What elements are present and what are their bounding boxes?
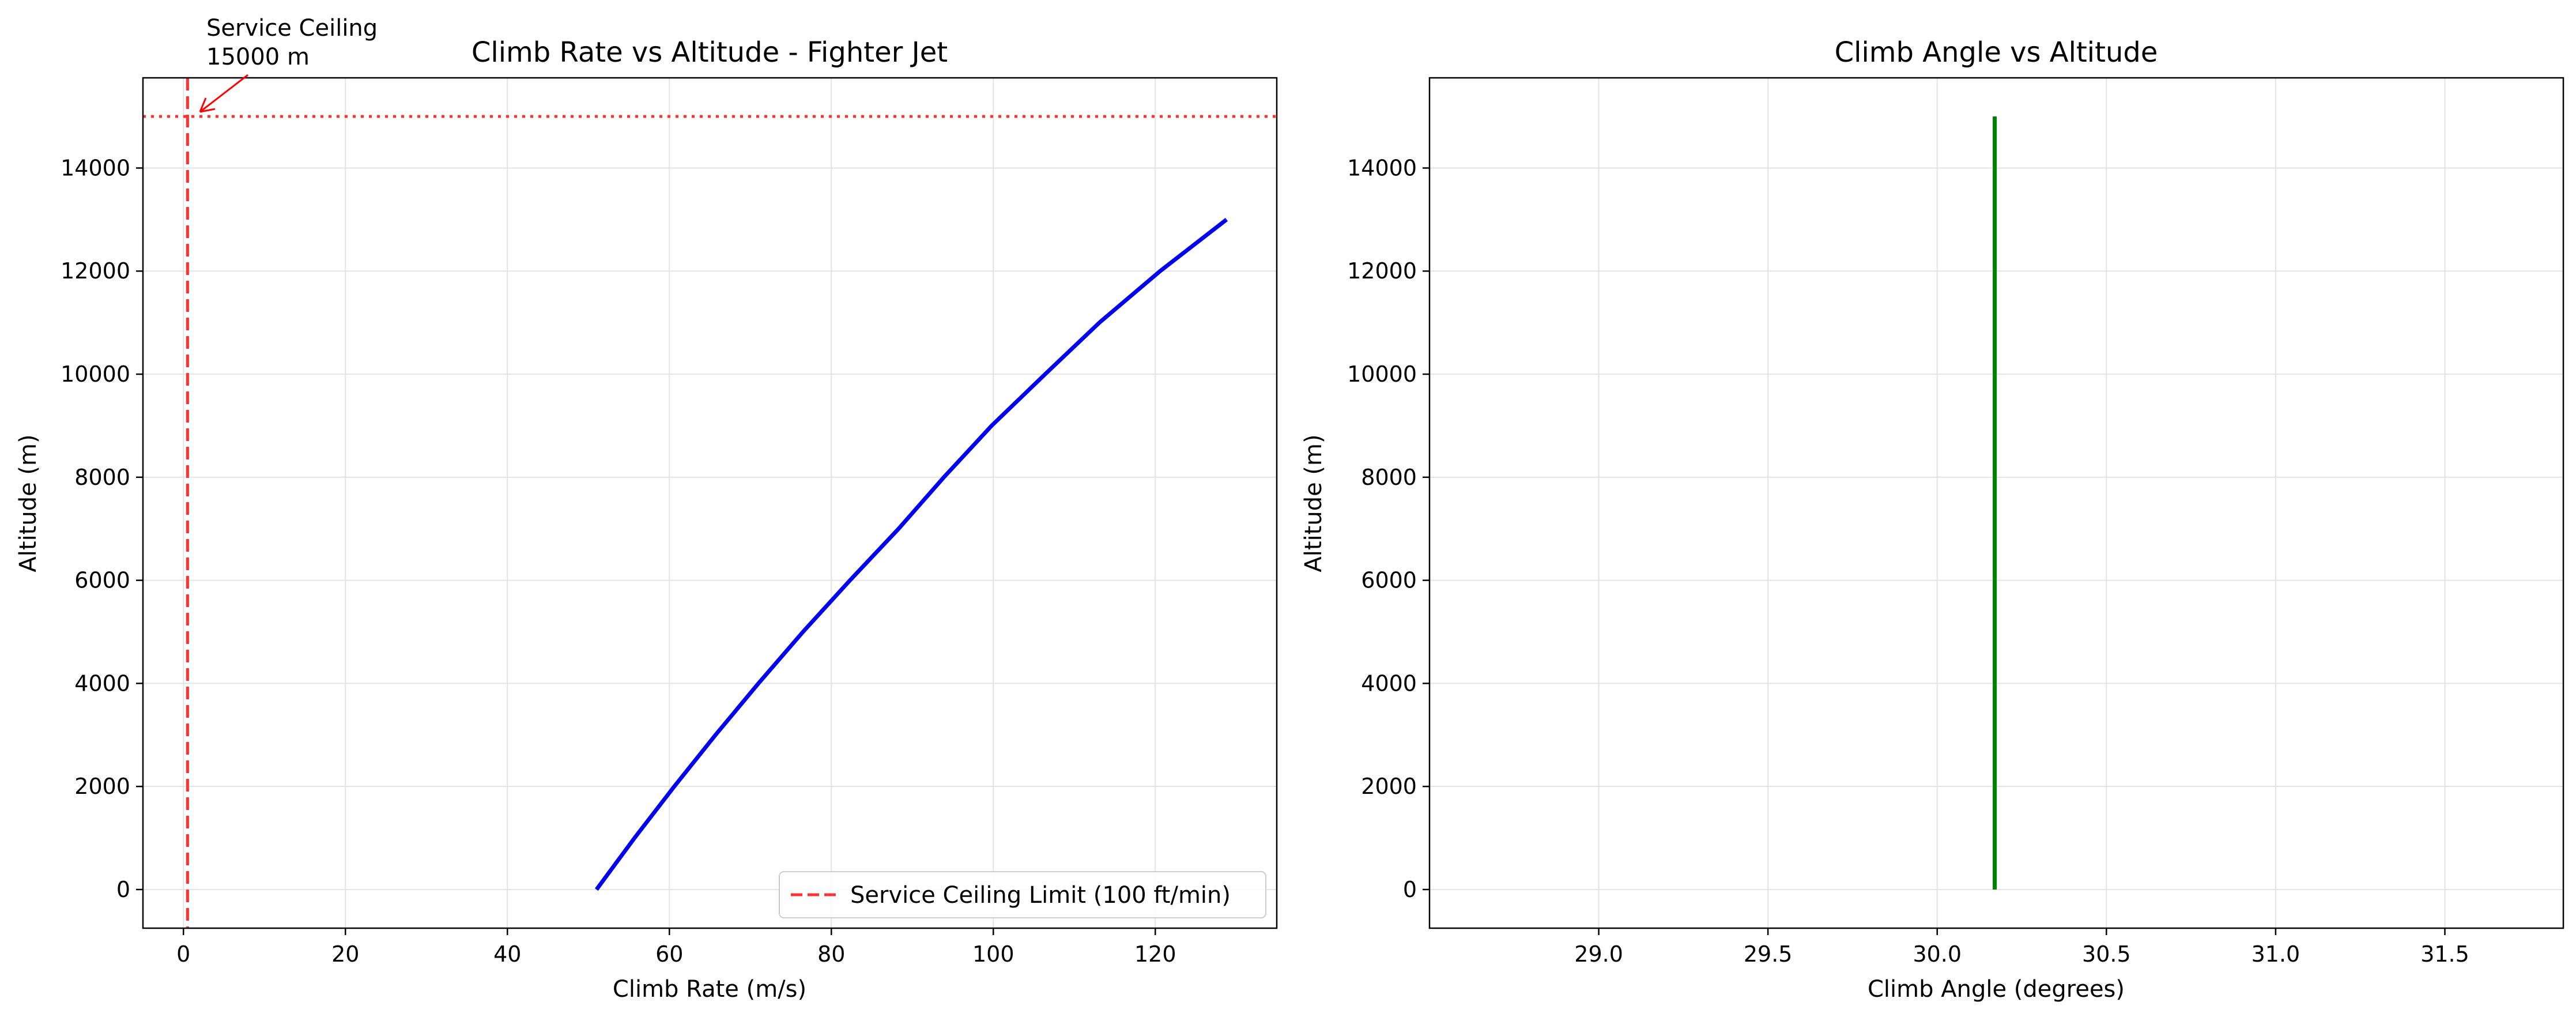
- series-layer: [594, 218, 1228, 891]
- service-ceiling-annotation: Service Ceiling 15000 m: [199, 15, 378, 113]
- x-tick-label: 30.5: [2082, 941, 2131, 967]
- x-tick-label: 31.0: [2251, 941, 2300, 967]
- y-tick-label: 0: [1403, 877, 1417, 902]
- y-tick-label: 12000: [1347, 258, 1417, 284]
- legend-box: [779, 871, 1266, 918]
- y-tick-label: 14000: [61, 155, 130, 180]
- y-axis-label: Altitude (m): [1300, 434, 1327, 572]
- x-tick-label: 120: [1134, 941, 1176, 967]
- x-ticks: 29.0 29.5 30.0 30.5 31.0 31.5: [1574, 928, 2469, 967]
- y-tick-label: 12000: [61, 258, 130, 284]
- axes-frame: [1428, 77, 2564, 929]
- annotation-arrow: [199, 74, 248, 113]
- x-tick-label: 30.0: [1913, 941, 1962, 967]
- x-tick-label: 60: [655, 941, 683, 967]
- series-line: [594, 218, 1228, 891]
- axes-frame: [142, 77, 1278, 929]
- y-axis-label: Altitude (m): [15, 434, 42, 572]
- annotation-arrowhead: [199, 97, 216, 113]
- y-tick-label: 2000: [74, 774, 130, 799]
- x-tick-label: 20: [331, 941, 359, 967]
- chart-title: Climb Angle vs Altitude: [1835, 36, 2158, 69]
- annotation-line-2: 15000 m: [206, 44, 310, 70]
- x-tick-label: 100: [972, 941, 1014, 967]
- x-tick-label: 31.5: [2420, 941, 2469, 967]
- y-tick-label: 10000: [61, 361, 130, 387]
- x-axis-label: Climb Angle (degrees): [1868, 976, 2125, 1003]
- x-tick-label: 29.0: [1574, 941, 1623, 967]
- y-tick-label: 6000: [1361, 568, 1417, 593]
- y-ticks: 0 2000 4000 6000 8000 10000 12000 14000: [61, 155, 143, 902]
- x-tick-label: 80: [817, 941, 845, 967]
- legend: Service Ceiling Limit (100 ft/min): [779, 871, 1266, 918]
- y-tick-label: 4000: [74, 670, 130, 696]
- chart-title: Climb Rate vs Altitude - Fighter Jet: [472, 36, 948, 69]
- x-axis-label: Climb Rate (m/s): [613, 976, 806, 1003]
- x-tick-label: 0: [176, 941, 190, 967]
- y-tick-label: 4000: [1361, 670, 1417, 696]
- climb-angle-panel: 29.0 29.5 30.0 30.5 31.0 31.5 0 2000 4000 6000 80…: [1300, 36, 2564, 1003]
- legend-label: Service Ceiling Limit (100 ft/min): [850, 882, 1231, 909]
- y-tick-label: 8000: [1361, 465, 1417, 490]
- y-ticks: 0 2000 4000 6000 8000 10000 12000 14000: [1347, 155, 1430, 902]
- grid: [143, 78, 1277, 928]
- y-tick-label: 0: [116, 877, 130, 902]
- annotation-line-1: Service Ceiling: [206, 15, 378, 42]
- y-tick-label: 14000: [1347, 155, 1417, 180]
- climb-rate-panel: 0 20 40 60 80 100 120 0 2000 4000 6000 8000 10000 12…: [15, 15, 1278, 1003]
- reference-lines: [143, 78, 1277, 928]
- y-tick-label: 2000: [1361, 774, 1417, 799]
- x-ticks: 0 20 40 60 80 100 120: [176, 928, 1176, 967]
- x-tick-label: 29.5: [1744, 941, 1793, 967]
- y-tick-label: 8000: [74, 465, 130, 490]
- plot-area: [143, 78, 1277, 928]
- y-tick-label: 10000: [1347, 361, 1417, 387]
- y-tick-label: 6000: [74, 568, 130, 593]
- x-tick-label: 40: [493, 941, 521, 967]
